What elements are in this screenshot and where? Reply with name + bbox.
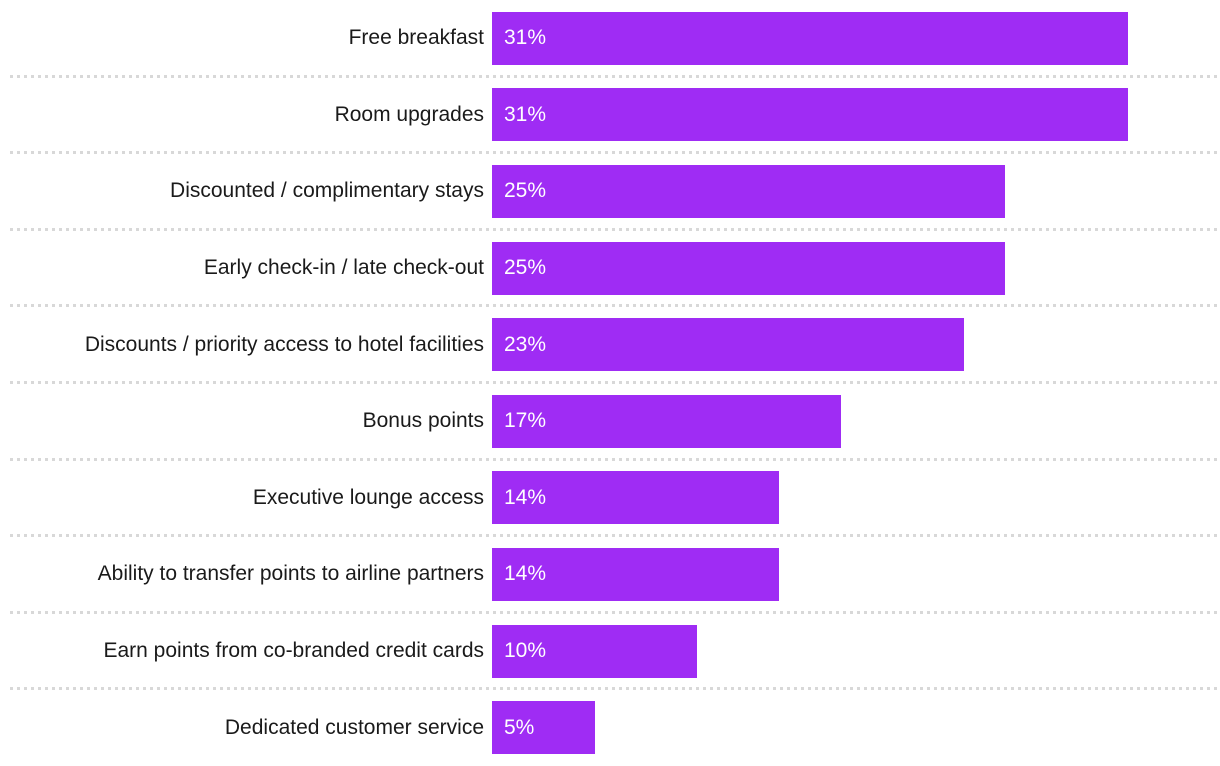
value-label: 25%	[504, 179, 547, 203]
bar: 5%	[492, 701, 595, 755]
category-label: Early check-in / late check-out	[203, 255, 484, 279]
bar: 23%	[492, 318, 964, 372]
bar: 14%	[492, 547, 780, 601]
bar-area: 25%	[492, 230, 1220, 307]
bar-area: 14%	[492, 536, 1220, 613]
value-label: 25%	[504, 256, 547, 280]
chart-row: Bonus points 17%	[0, 383, 1220, 461]
value-label: 10%	[504, 639, 547, 663]
bar-area: 17%	[492, 383, 1220, 460]
chart-row: Ability to transfer points to airline pa…	[0, 536, 1220, 614]
bar-area: 31%	[492, 77, 1220, 154]
category-label: Room upgrades	[334, 102, 484, 126]
chart-row: Earn points from co-branded credit cards…	[0, 613, 1220, 690]
category-label: Free breakfast	[348, 26, 484, 50]
value-label: 14%	[504, 562, 547, 586]
value-label: 17%	[504, 409, 547, 433]
bar-area: 25%	[492, 153, 1220, 230]
bar-area: 10%	[492, 613, 1220, 690]
value-label: 5%	[504, 715, 535, 739]
bar: 14%	[492, 471, 780, 525]
category-label: Executive lounge access	[252, 485, 484, 509]
bar: 17%	[492, 394, 841, 448]
category-label: Bonus points	[362, 409, 484, 433]
bar: 31%	[492, 11, 1128, 65]
value-label: 31%	[504, 26, 547, 50]
category-label: Dedicated customer service	[224, 715, 484, 739]
category-label: Earn points from co-branded credit cards	[103, 638, 484, 662]
chart-row: Executive lounge access 14%	[0, 460, 1220, 537]
chart-row: Free breakfast 31%	[0, 0, 1220, 78]
bar-area: 31%	[492, 0, 1220, 77]
bar: 31%	[492, 88, 1128, 142]
bar: 25%	[492, 164, 1005, 218]
chart-row: Dedicated customer service 5%	[0, 689, 1220, 766]
chart-row: Room upgrades 31%	[0, 77, 1220, 154]
category-label: Ability to transfer points to airline pa…	[97, 562, 484, 586]
value-label: 14%	[504, 485, 547, 509]
bar-area: 14%	[492, 460, 1220, 537]
value-label: 23%	[504, 332, 547, 356]
value-label: 31%	[504, 102, 547, 126]
category-label: Discounted / complimentary stays	[170, 179, 484, 203]
chart-row: Discounted / complimentary stays 25%	[0, 153, 1220, 231]
bar: 10%	[492, 624, 698, 678]
chart-row: Discounts / priority access to hotel fac…	[0, 306, 1220, 384]
bar-area: 5%	[492, 689, 1220, 766]
chart-row: Early check-in / late check-out 25%	[0, 230, 1220, 307]
bar: 25%	[492, 241, 1005, 295]
bar-area: 23%	[492, 306, 1220, 383]
category-label: Discounts / priority access to hotel fac…	[84, 332, 484, 356]
